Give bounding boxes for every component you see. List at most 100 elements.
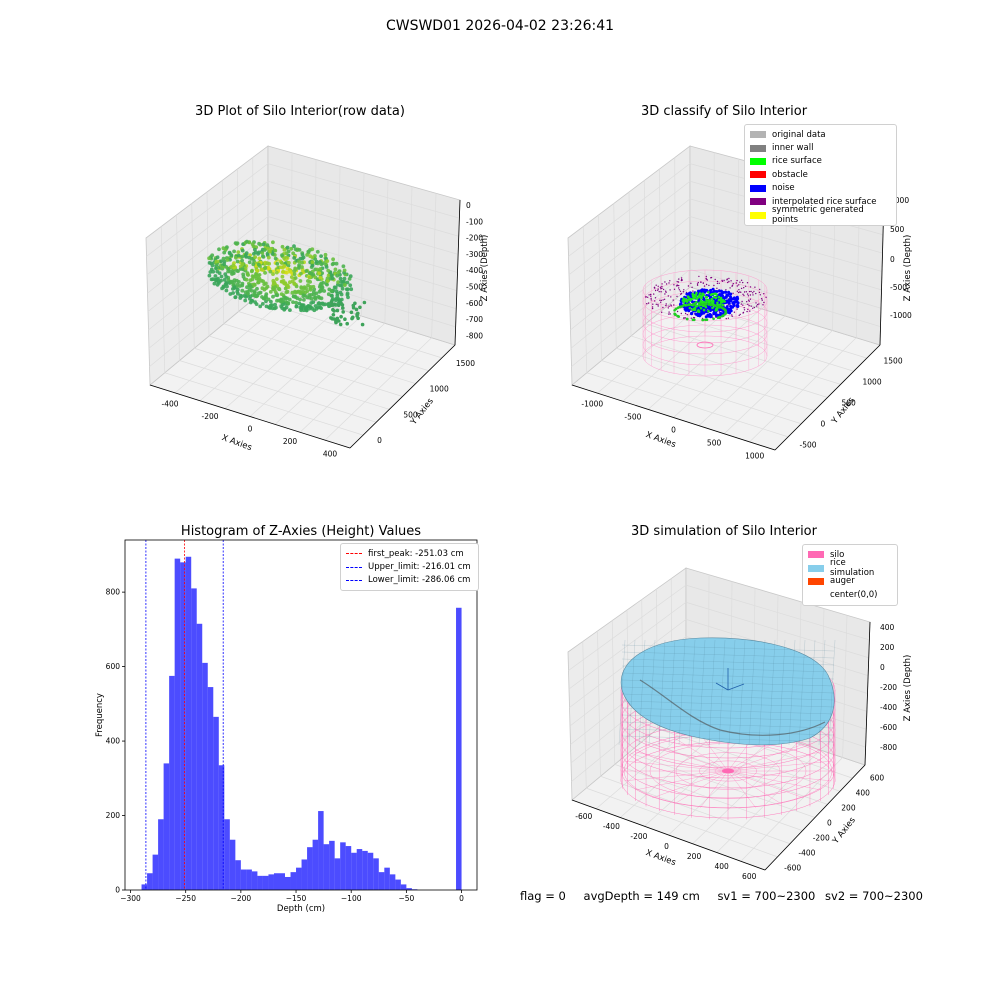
histogram-bar	[456, 607, 462, 890]
histogram-bar	[400, 884, 407, 890]
legend-swatch	[808, 551, 824, 559]
histogram-bar	[285, 876, 291, 890]
legend-line-swatch	[346, 566, 362, 568]
footer-status: flag = 0 avgDepth = 149 cm sv1 = 700~230…	[520, 889, 937, 903]
y-tick-label-1: 200	[106, 811, 121, 820]
classify-legend-item: noise	[750, 182, 891, 195]
classify-y-tick-0: -500	[800, 441, 817, 450]
legend-label: interpolated rice surface	[772, 196, 877, 207]
classify-y-tick-4: 1500	[884, 357, 903, 366]
legend-swatch	[808, 564, 824, 572]
histogram-axes: −300 −250 −200 −150 −100 −50 0 0 200 400 600 800 Dep…	[95, 539, 478, 914]
sim-x-tick-4: 200	[687, 852, 702, 861]
histogram-bar	[246, 869, 252, 890]
figure-title: CWSWD01 2026-04-02 23:26:41	[385, 18, 615, 34]
histogram-bar	[312, 839, 319, 890]
histogram-bar	[218, 765, 225, 890]
silo-center-mark	[722, 768, 734, 774]
x-tick-label-2: −200	[231, 894, 252, 903]
histogram-bar	[351, 852, 357, 890]
raw-z-tick-3: -300	[466, 250, 483, 259]
histogram-bar	[318, 811, 324, 890]
sv2-text: sv2 = 700~2300	[825, 889, 923, 903]
classify-z-tick-4: -1000	[890, 311, 912, 320]
legend-swatch	[808, 577, 824, 585]
raw-x-tick-2: 0	[248, 425, 253, 434]
sim-x-tick-5: 400	[714, 862, 729, 871]
raw-x-tick-4: 400	[323, 450, 338, 459]
histogram-bar	[141, 884, 148, 890]
legend-swatch	[750, 184, 766, 192]
simulation-panel-title: 3D simulation of Silo Interior	[631, 524, 817, 539]
sim-z-tick-2: 0	[880, 663, 885, 672]
histogram-bar	[389, 874, 396, 890]
simulation-legend: silo rice simulation auger center(0,0)	[802, 544, 898, 606]
sv1-text: sv1 = 700~2300	[717, 889, 816, 903]
sim-x-tick-3: 0	[664, 842, 669, 851]
sim-z-tick-5: -600	[880, 723, 897, 732]
histogram-bar	[163, 763, 170, 890]
x-tick-label-0: −300	[120, 894, 141, 903]
legend-swatch	[750, 144, 766, 152]
sim-z-label: Z Axies (Depth)	[903, 655, 913, 722]
classify-x-tick-0: -1000	[581, 400, 603, 409]
classify-legend-item: inner wall	[750, 141, 891, 154]
legend-label: inner wall	[772, 143, 814, 154]
sim-z-tick-4: -400	[880, 703, 897, 712]
sim-y-tick-3: 0	[827, 819, 832, 828]
classify-x-tick-1: -500	[624, 413, 641, 422]
legend-label: symmetric generated points	[772, 205, 864, 226]
histogram-bar	[185, 556, 192, 890]
histogram-bar	[158, 819, 164, 890]
histogram-legend: first_peak: -251.03 cm Upper_limit: -216.…	[340, 543, 479, 592]
avg-depth-text: avgDepth = 149 cm	[583, 889, 700, 903]
histogram-bar	[406, 888, 412, 890]
histogram-y-label: Frequency	[95, 693, 105, 737]
x-tick-label-5: −50	[398, 894, 414, 903]
histogram-bar	[279, 873, 285, 890]
sim-x-tick-6: 600	[742, 872, 757, 881]
legend-label: silo	[830, 549, 845, 560]
histogram-bar	[334, 858, 341, 890]
histogram-bar	[251, 871, 258, 890]
sim-x-label: X Axies	[644, 848, 677, 868]
histogram-bar	[367, 852, 374, 890]
sim-z-tick-1: 200	[880, 643, 895, 652]
raw-x-label: X Axies	[220, 433, 253, 453]
histogram-bar	[152, 854, 159, 890]
histogram-bar	[213, 716, 219, 890]
raw-y-tick-3: 1500	[456, 359, 475, 368]
histogram-bar	[290, 872, 297, 890]
raw-z-tick-6: -600	[466, 299, 483, 308]
sim-y-label: Y Axies	[830, 815, 858, 847]
legend-label: center(0,0)	[830, 589, 878, 600]
legend-label: noise	[772, 183, 795, 194]
raw-z-tick-0: 0	[466, 201, 471, 210]
legend-label: rice simulation	[830, 558, 875, 579]
raw-panel-title: 3D Plot of Silo Interior(row data)	[195, 104, 405, 119]
histogram-bar	[356, 849, 363, 890]
classify-z-label: Z Axies (Depth)	[903, 235, 913, 302]
sim-x-tick-2: -200	[630, 832, 647, 841]
legend-label: auger	[830, 576, 855, 587]
histogram-legend-item: first_peak: -251.03 cm	[346, 547, 473, 560]
legend-swatch	[750, 157, 766, 165]
y-tick-label-3: 600	[106, 662, 121, 671]
histogram-bar	[229, 839, 236, 890]
histogram-bar	[378, 872, 385, 890]
raw-z-tick-1: -100	[466, 217, 483, 226]
simulation-legend-item: silo	[808, 548, 892, 561]
histogram-frame	[124, 539, 478, 891]
legend-swatch	[750, 171, 766, 179]
center-axis-x	[727, 683, 745, 691]
histogram-bar	[262, 875, 269, 890]
simulation-3d-axes: -600-400-2000200400600-600-400-200020040…	[567, 567, 913, 881]
histogram-bar	[323, 844, 330, 890]
histogram-x-label: Depth (cm)	[277, 904, 325, 914]
rice-surface-ridge	[639, 679, 826, 736]
classify-y-tick-1: 0	[821, 420, 826, 429]
histogram-title: Histogram of Z-Axies (Height) Values	[180, 524, 422, 539]
legend-swatch	[808, 591, 824, 599]
legend-swatch	[750, 198, 766, 206]
histogram-bar	[224, 819, 230, 890]
